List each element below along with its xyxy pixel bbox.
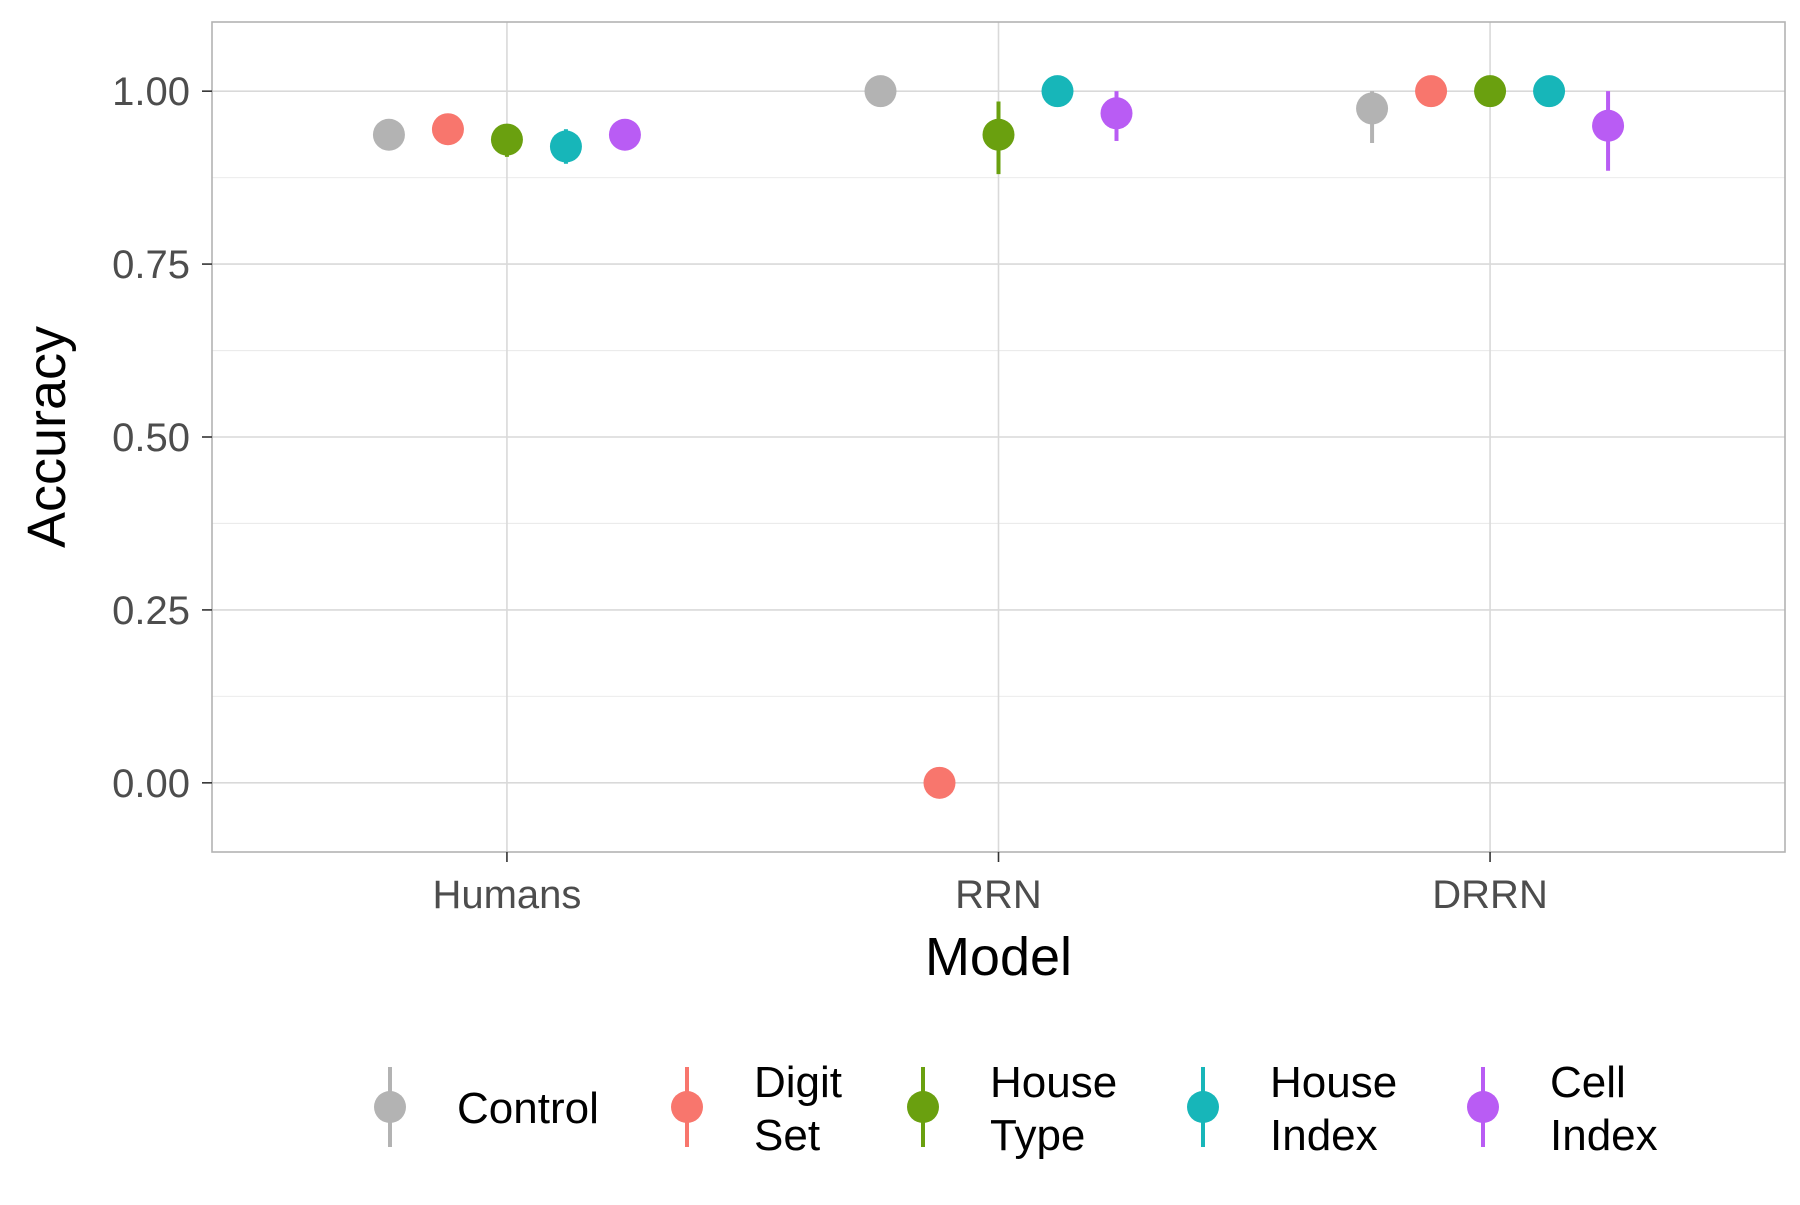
- legend-item: Control: [374, 1067, 599, 1147]
- data-point: [1474, 75, 1507, 108]
- legend-label: Control: [457, 1084, 599, 1133]
- y-tick-label: 0.00: [112, 762, 190, 806]
- y-tick-label: 1.00: [112, 70, 190, 114]
- series-control: [372, 75, 1389, 151]
- data-point: [1533, 75, 1566, 108]
- legend-label: Digit: [754, 1058, 842, 1107]
- data-point: [1356, 92, 1389, 125]
- data-point: [608, 118, 641, 151]
- series-house-index: [549, 75, 1566, 164]
- data-point: [864, 75, 897, 108]
- series-house-type: [490, 75, 1507, 175]
- data-point: [431, 113, 464, 146]
- y-tick-label: 0.25: [112, 589, 190, 633]
- legend-label: Index: [1550, 1111, 1658, 1160]
- x-axis: Humans RRN DRRN: [432, 852, 1548, 917]
- y-axis: 0.00 0.25 0.50 0.75 1.00: [112, 70, 212, 806]
- data-point: [923, 766, 956, 799]
- x-tick-label: RRN: [955, 873, 1042, 917]
- legend-key-point: [1467, 1091, 1499, 1123]
- legend-label: Set: [754, 1111, 820, 1160]
- x-tick-label: DRRN: [1432, 873, 1548, 917]
- grid: [212, 22, 1785, 852]
- legend-label: Cell: [1550, 1058, 1626, 1107]
- data-point: [1415, 75, 1448, 108]
- data-point: [372, 118, 405, 151]
- y-tick-label: 0.75: [112, 243, 190, 287]
- data-point: [490, 123, 523, 156]
- data-point: [1041, 75, 1074, 108]
- series-cell-index: [608, 91, 1625, 171]
- x-axis-title: Model: [925, 927, 1072, 987]
- y-axis-title: Accuracy: [17, 326, 77, 548]
- x-tick-label: Humans: [432, 873, 581, 917]
- series-digit-set: [431, 75, 1448, 799]
- legend-label: House: [990, 1058, 1117, 1107]
- y-tick-label: 0.50: [112, 416, 190, 460]
- data-point: [1100, 97, 1133, 130]
- series-layer: [372, 75, 1625, 799]
- data-point: [1592, 109, 1625, 142]
- legend-key-point: [1187, 1091, 1219, 1123]
- legend: ControlDigitSetHouseTypeHouseIndexCellIn…: [374, 1058, 1658, 1160]
- legend-key-point: [907, 1091, 939, 1123]
- legend-label: Index: [1270, 1111, 1378, 1160]
- legend-key-point: [374, 1091, 406, 1123]
- legend-key-point: [671, 1091, 703, 1123]
- legend-label: House: [1270, 1058, 1397, 1107]
- data-point: [982, 118, 1015, 151]
- legend-label: Type: [990, 1111, 1085, 1160]
- data-point: [549, 130, 582, 163]
